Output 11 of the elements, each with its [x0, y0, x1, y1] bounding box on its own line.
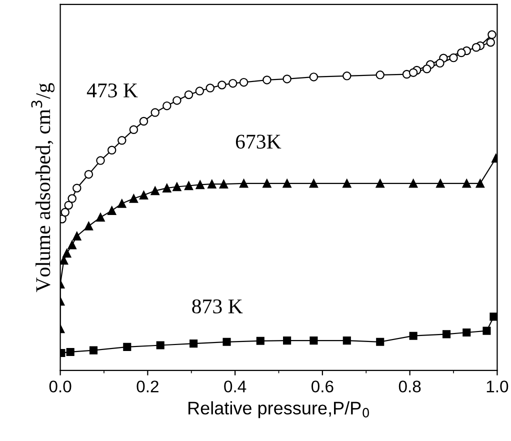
x-tick-label: 0.2 — [136, 380, 158, 392]
x-axis-title: Relative pressure,P/P$_{0}$ — [188, 401, 370, 418]
x-tick-label: 0.4 — [224, 380, 246, 392]
y-axis-title: Volume adsorbed, cm$^{3}$/g — [31, 83, 54, 292]
x-tick-label: 0.6 — [312, 380, 334, 392]
series-label: 473 K — [86, 83, 138, 98]
x-tick-label: 1.0 — [486, 380, 508, 392]
x-tick-label: 0.8 — [398, 380, 421, 392]
x-tick-label: 0.0 — [49, 380, 72, 392]
series-label: 873 K — [192, 299, 243, 314]
series-label: 673K — [236, 134, 282, 149]
